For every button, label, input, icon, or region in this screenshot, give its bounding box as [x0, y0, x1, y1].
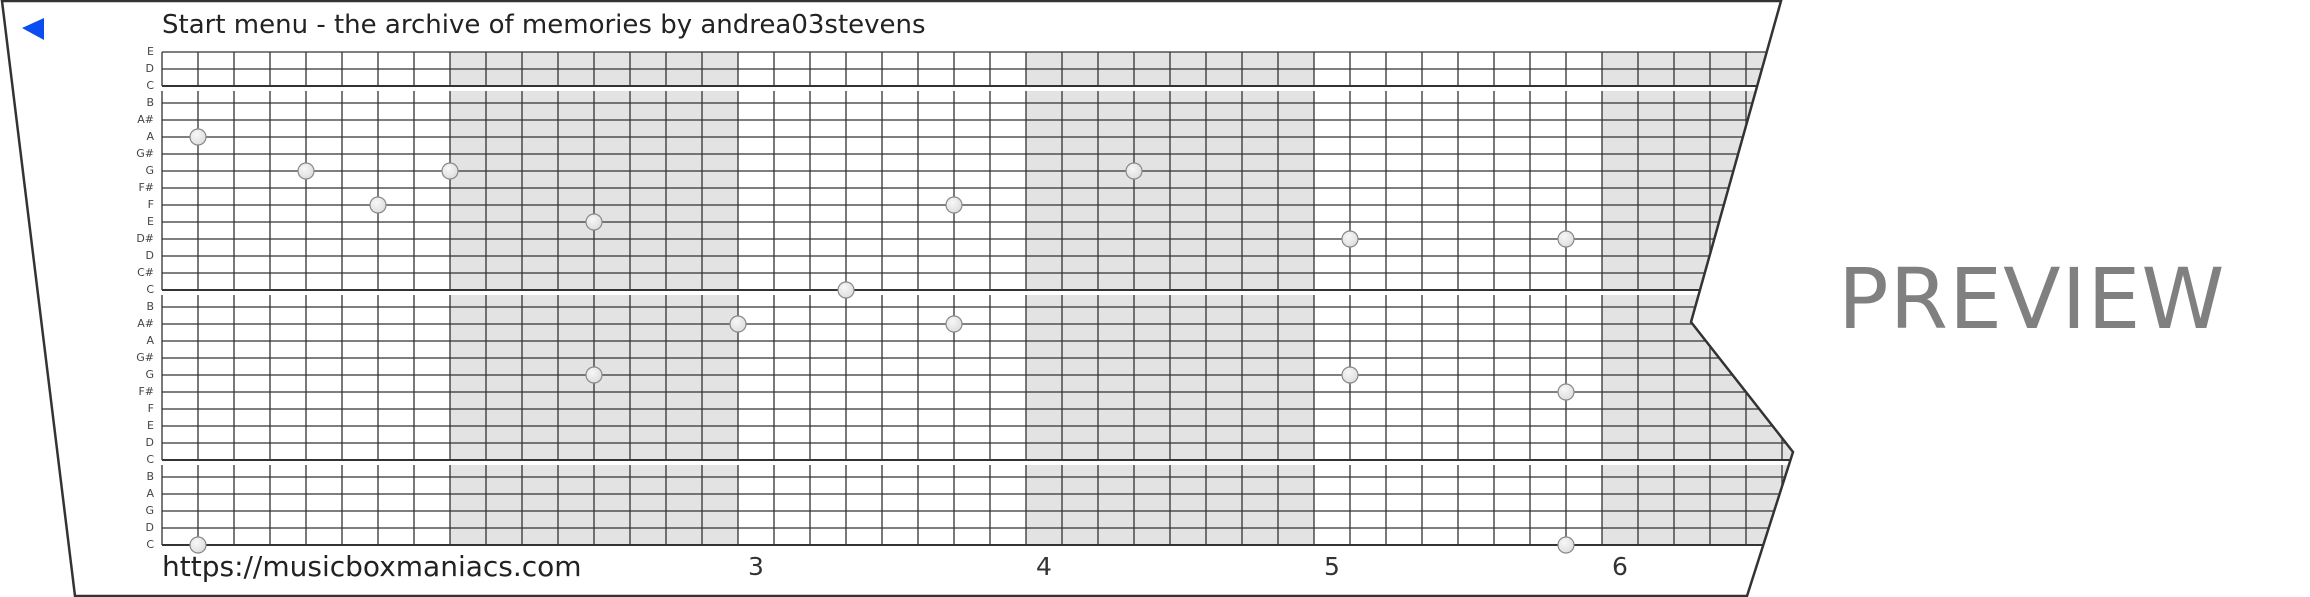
- note-grid[interactable]: [161, 51, 1890, 546]
- lane-label: B: [146, 96, 154, 109]
- lane-label: E: [147, 45, 154, 58]
- lane-label: F: [147, 402, 154, 415]
- measure-number: 5: [1324, 552, 1340, 581]
- lane-label: A: [146, 334, 154, 347]
- page-title: Start menu - the archive of memories by …: [162, 10, 926, 40]
- lane-label: C: [146, 538, 154, 551]
- lane-label: E: [147, 215, 154, 228]
- lane-label: D: [145, 436, 154, 449]
- back-arrow-icon[interactable]: [18, 14, 48, 44]
- lane-label: G: [145, 504, 154, 517]
- notes-layer: [189, 128, 1575, 554]
- lane-label: C: [146, 453, 154, 466]
- lane-label: A: [146, 487, 154, 500]
- site-url-link[interactable]: https://musicboxmaniacs.com: [162, 550, 582, 583]
- note-hole: [189, 536, 207, 554]
- lane-label: B: [146, 470, 154, 483]
- lane-label: D: [145, 521, 154, 534]
- lane-label: B: [146, 300, 154, 313]
- note-hole: [837, 281, 855, 299]
- note-hole: [1557, 383, 1575, 401]
- lane-label: E: [147, 419, 154, 432]
- note-hole: [729, 315, 747, 333]
- measure-number: 4: [1036, 552, 1052, 581]
- lane-label: C#: [137, 266, 154, 279]
- strip-outline: [0, 0, 1795, 597]
- note-hole: [585, 366, 603, 384]
- note-hole: [945, 196, 963, 214]
- lane-label: A#: [137, 317, 154, 330]
- note-hole: [1557, 536, 1575, 554]
- note-hole: [585, 213, 603, 231]
- note-hole: [369, 196, 387, 214]
- note-hole: [945, 315, 963, 333]
- lane-label: D#: [136, 232, 154, 245]
- lane-label: F#: [138, 181, 154, 194]
- lane-label: G#: [136, 351, 154, 364]
- lane-label: A#: [137, 113, 154, 126]
- measure-number: 3: [748, 552, 764, 581]
- measure-shade: [1602, 465, 1793, 545]
- lane-label: F#: [138, 385, 154, 398]
- lane-label: C: [146, 79, 154, 92]
- lane-label: F: [147, 198, 154, 211]
- lane-label: G: [145, 164, 154, 177]
- note-hole: [441, 162, 459, 180]
- measure-number: 6: [1612, 552, 1628, 581]
- lane-label: C: [146, 283, 154, 296]
- note-hole: [1557, 230, 1575, 248]
- note-hole: [1125, 162, 1143, 180]
- preview-watermark: PREVIEW: [1838, 250, 2226, 348]
- note-hole: [1341, 230, 1359, 248]
- lane-label: A: [146, 130, 154, 143]
- lane-label: D: [145, 62, 154, 75]
- lane-label: G#: [136, 147, 154, 160]
- note-hole: [189, 128, 207, 146]
- note-hole: [297, 162, 315, 180]
- lane-label: D: [145, 249, 154, 262]
- lane-label: G: [145, 368, 154, 381]
- note-hole: [1341, 366, 1359, 384]
